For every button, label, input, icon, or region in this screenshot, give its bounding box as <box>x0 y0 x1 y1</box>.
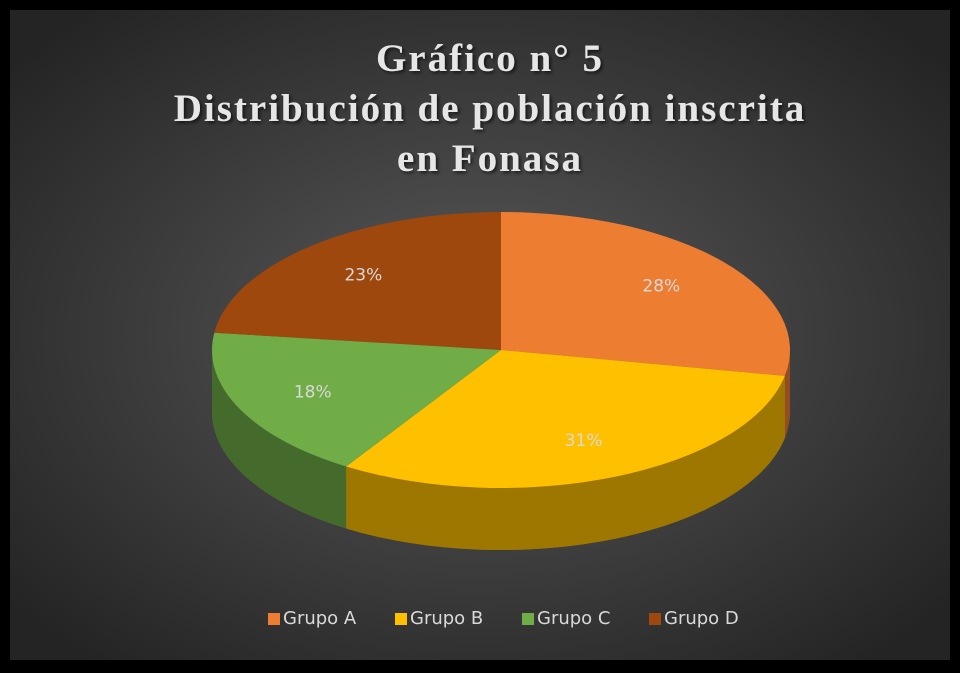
legend-swatch <box>268 613 280 625</box>
slice <box>501 212 790 376</box>
legend-swatch <box>649 613 661 625</box>
chart-title: Distribución de población inscrita <box>174 87 806 130</box>
slice-side <box>212 350 347 529</box>
legend-label: Grupo A <box>283 608 357 629</box>
slice <box>346 350 785 489</box>
data-label: 23% <box>344 265 382 285</box>
chart-title: Gráfico n° 5 <box>376 37 604 80</box>
slice-side <box>784 350 791 438</box>
chart-title: en Fonasa <box>397 137 583 180</box>
legend-label: Grupo C <box>537 608 611 629</box>
slice-side-shade <box>212 350 347 529</box>
slice-side-shade <box>346 375 785 550</box>
slice-side-shade <box>784 350 791 438</box>
legend-swatch <box>522 613 534 625</box>
legend-swatch <box>395 613 407 625</box>
slice-side <box>346 375 785 550</box>
data-label: 18% <box>294 382 332 402</box>
data-label: 31% <box>565 431 603 451</box>
legend-label: Grupo D <box>664 608 739 629</box>
legend-label: Grupo B <box>410 608 483 629</box>
slice <box>214 212 501 350</box>
slice <box>212 332 502 467</box>
data-label: 28% <box>642 277 680 297</box>
